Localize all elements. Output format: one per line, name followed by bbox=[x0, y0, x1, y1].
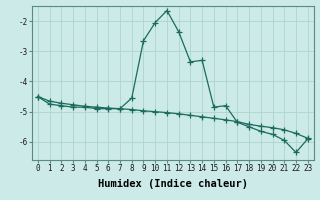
X-axis label: Humidex (Indice chaleur): Humidex (Indice chaleur) bbox=[98, 179, 248, 189]
